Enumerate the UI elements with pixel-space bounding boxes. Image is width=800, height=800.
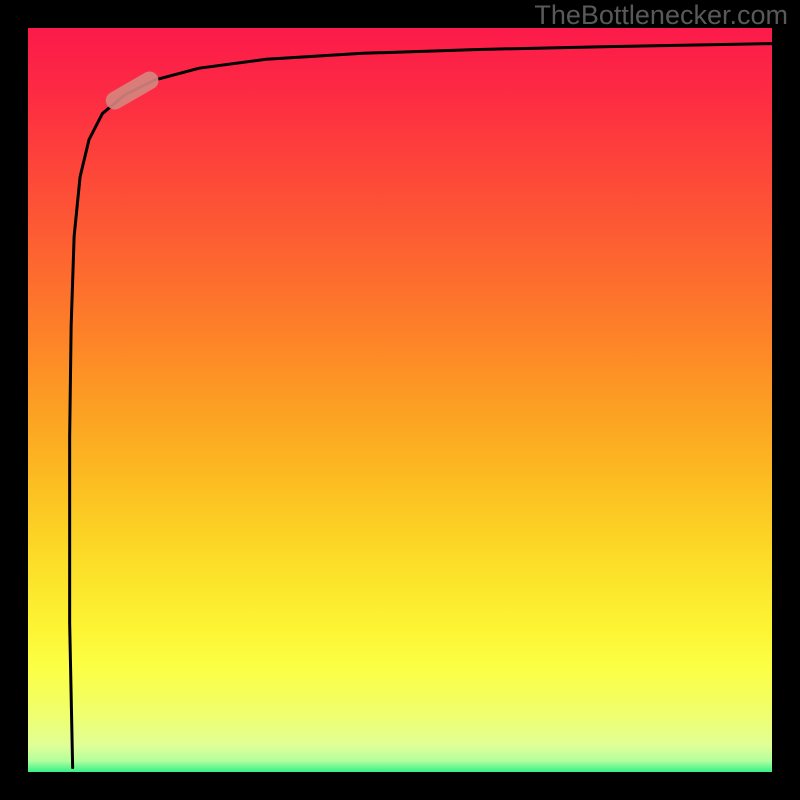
- gradient-background: [28, 28, 772, 772]
- chart-svg: [0, 0, 800, 800]
- chart-root: TheBottlenecker.com: [0, 0, 800, 800]
- watermark-text: TheBottlenecker.com: [534, 0, 788, 31]
